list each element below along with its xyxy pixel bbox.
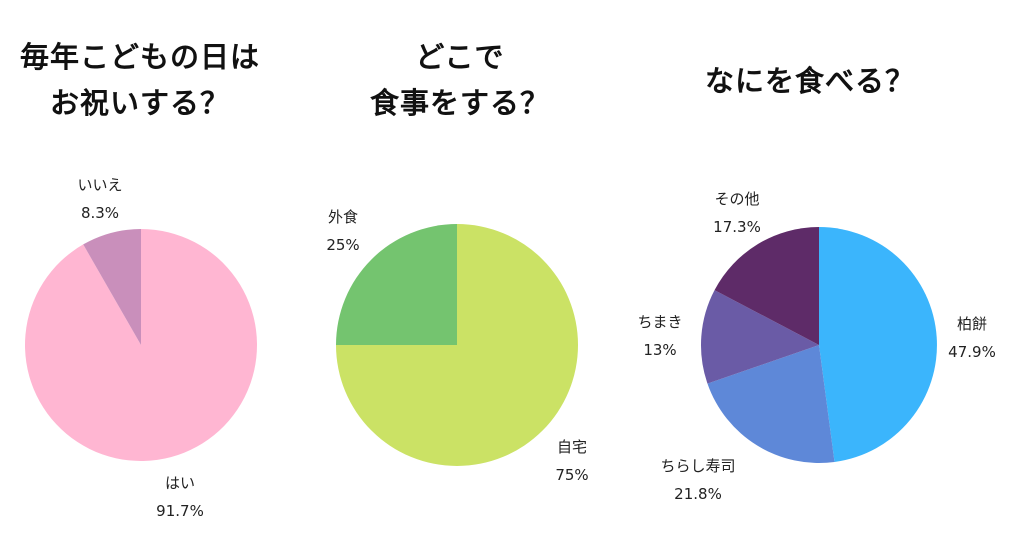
slice-label-3-3: ちまき	[637, 313, 682, 331]
chart-title-what: なにを食べる？	[680, 58, 940, 104]
title-line-2: お祝いする？	[49, 86, 230, 120]
pie-slice-1-2	[83, 229, 141, 345]
pie-slice-3-3	[700, 290, 819, 384]
slice-value-3-2: 21.8%	[674, 485, 722, 503]
slice-label-3-4: その他	[714, 190, 759, 208]
pie-slice-2-2	[336, 224, 457, 345]
pie-slice-3-2	[707, 345, 835, 463]
pie-slice-3-1	[819, 227, 937, 462]
title-line-1: なにを食べる？	[704, 64, 915, 98]
title-line-1: どこで	[415, 40, 505, 74]
slice-value-3-1: 47.9%	[948, 343, 996, 361]
slice-value-1-1: 91.7%	[156, 502, 204, 520]
slice-label-2-1: 自宅	[557, 438, 587, 456]
title-line-2: 食事をする？	[369, 86, 550, 120]
slice-label-1-2: いいえ	[77, 176, 122, 194]
chart-title-celebrate: 毎年こどもの日は お祝いする？	[10, 34, 270, 126]
slice-label-3-2: ちらし寿司	[660, 457, 735, 475]
slice-value-3-4: 17.3%	[713, 218, 761, 236]
pie-slice-1-1	[24, 229, 257, 461]
slice-value-2-2: 25%	[326, 236, 359, 254]
pie-chart-1: はい 91.7% いいえ 8.3%	[24, 176, 257, 520]
slice-label-1-1: はい	[165, 474, 195, 492]
title-line-1: 毎年こどもの日は	[19, 40, 260, 74]
slice-value-3-3: 13%	[643, 341, 676, 359]
slice-label-2-2: 外食	[328, 208, 358, 226]
pie-slice-3-4	[714, 227, 819, 345]
slice-label-3-1: 柏餅	[957, 315, 987, 333]
chart-title-where: どこで 食事をする？	[330, 34, 590, 126]
slice-value-1-2: 8.3%	[81, 204, 119, 222]
pie-chart-3: 柏餅 47.9% ちらし寿司 21.8% ちまき 13% その他 17.3%	[637, 190, 995, 503]
slice-value-2-1: 75%	[555, 466, 588, 484]
pie-chart-2: 自宅 75% 外食 25%	[326, 208, 588, 484]
